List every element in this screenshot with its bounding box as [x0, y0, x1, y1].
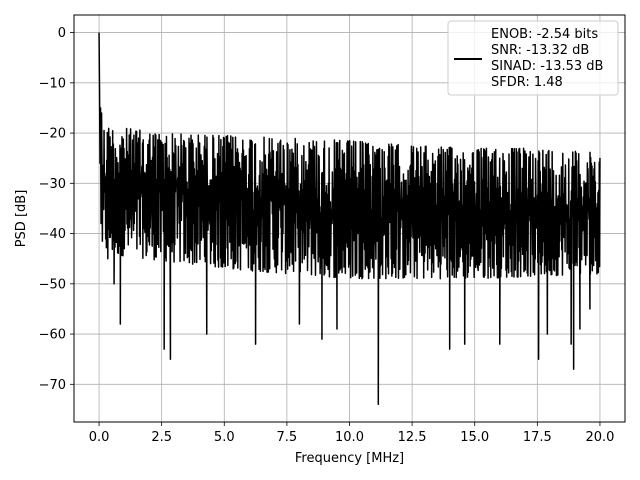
- x-tick-label: 5.0: [214, 430, 235, 445]
- x-tick-label: 12.5: [398, 430, 427, 445]
- y-tick-label: −40: [39, 227, 66, 242]
- y-tick-label: 0: [58, 26, 66, 41]
- y-axis-label: PSD [dB]: [14, 190, 29, 248]
- legend-entry-line: SFDR: 1.48: [491, 75, 563, 90]
- y-tick-label: −50: [39, 277, 66, 292]
- x-tick-label: 20.0: [585, 430, 614, 445]
- x-tick-label: 7.5: [277, 430, 298, 445]
- ticks: 0.0 2.5 5.0 7.5 10.0 12.5 15.0 17.5 20.0 0 −10 −20 −…: [39, 26, 615, 445]
- y-tick-label: −20: [39, 127, 66, 142]
- x-axis-label: Frequency [MHz]: [295, 451, 404, 466]
- series-layer: [98, 32, 601, 406]
- x-tick-label: 17.5: [523, 430, 552, 445]
- y-tick-label: −30: [39, 177, 66, 192]
- x-tick-label: 0.0: [89, 430, 110, 445]
- legend-entry-line: ENOB: -2.54 bits: [491, 27, 598, 42]
- legend-entry-line: SNR: -13.32 dB: [491, 43, 589, 58]
- y-tick-label: −60: [39, 328, 66, 343]
- psd-series-line: [98, 32, 601, 406]
- y-tick-label: −70: [39, 378, 66, 393]
- x-tick-label: 2.5: [151, 430, 172, 445]
- x-tick-label: 15.0: [460, 430, 489, 445]
- x-tick-label: 10.0: [335, 430, 364, 445]
- legend-entry-line: SINAD: -13.53 dB: [491, 59, 603, 74]
- y-tick-label: −10: [39, 76, 66, 91]
- legend-box: [447, 20, 619, 96]
